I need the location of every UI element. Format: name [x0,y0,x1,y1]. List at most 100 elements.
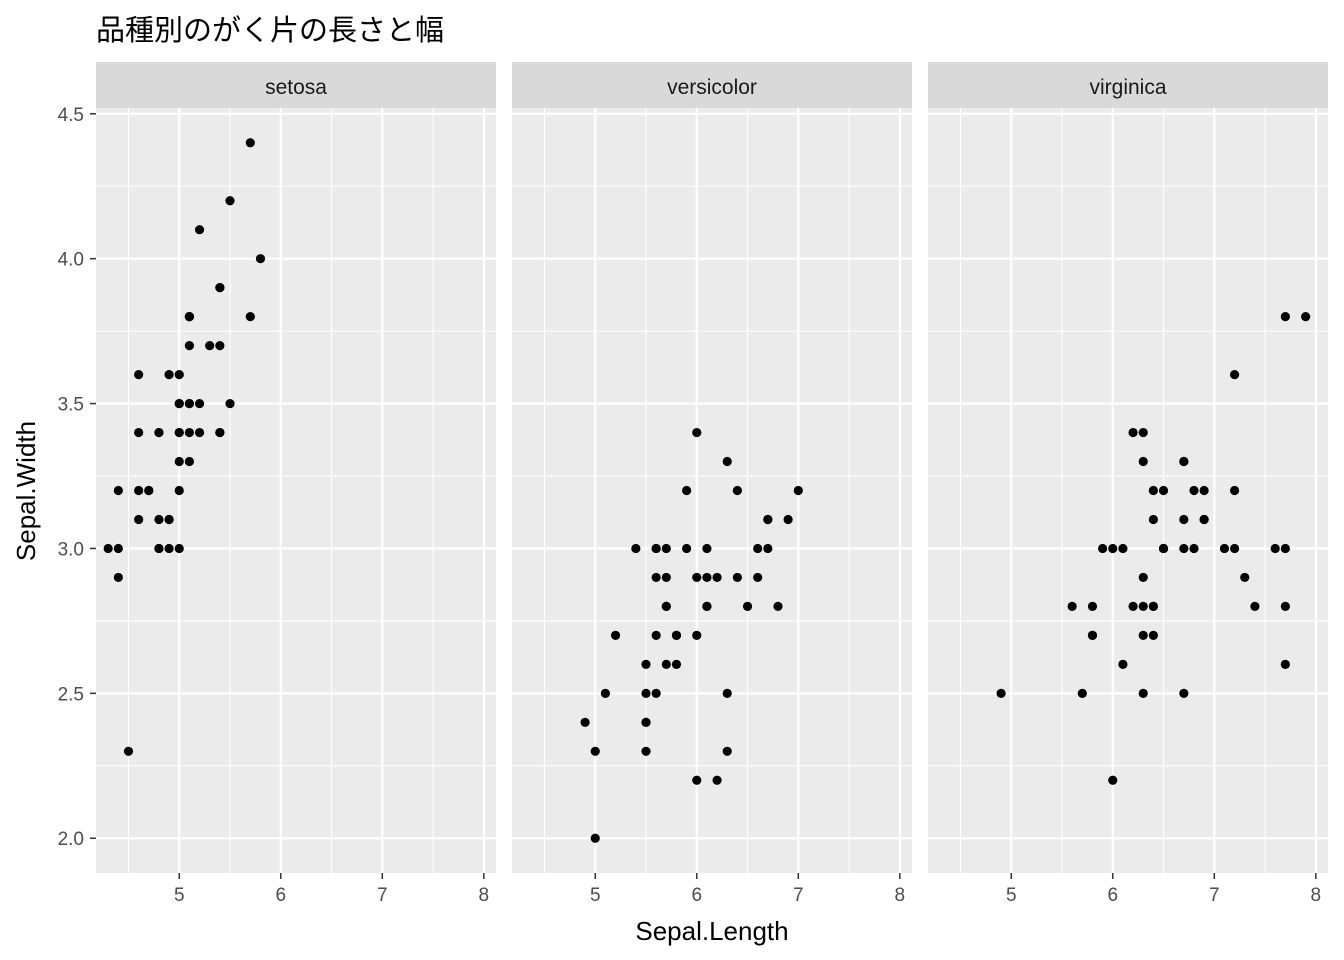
data-point [641,717,651,727]
data-point [1280,543,1290,554]
data-point [1138,601,1148,612]
data-point [742,601,753,612]
data-point [722,688,732,698]
data-point [144,485,154,496]
data-point [1138,688,1148,698]
data-point [174,369,184,380]
data-point [671,630,682,640]
x-tick-label: 5 [174,885,185,906]
facet-strip [96,62,496,108]
data-point [682,485,692,496]
data-point [245,312,255,322]
facet-strip-label: virginica [1089,76,1166,99]
x-tick-label: 6 [275,885,286,906]
data-point [1280,312,1290,322]
chart-title: 品種別のがく片の長さと幅 [96,13,444,47]
data-point [113,572,123,583]
x-axis-title: Sepal.Length [635,916,788,946]
data-point [1128,601,1138,612]
data-point [692,427,702,438]
data-point [702,601,712,612]
data-point [174,398,184,409]
y-tick-label: 2.5 [58,684,84,705]
x-tick-label: 8 [479,885,490,906]
data-point [651,543,661,554]
data-point [753,543,763,554]
data-point [702,572,712,583]
data-point [134,427,144,438]
data-point [1118,543,1128,554]
x-tick-label: 5 [1006,885,1017,906]
x-tick-label: 8 [895,885,906,906]
data-point [225,196,235,206]
data-point [164,369,174,380]
data-point [1087,630,1098,640]
data-point [661,601,671,612]
data-point [1229,485,1240,496]
data-point [651,688,661,698]
facet-strip-label: setosa [265,76,327,99]
data-point [154,427,164,438]
data-point [154,543,164,554]
data-point [1219,543,1230,554]
y-axis-title: Sepal.Width [11,421,41,561]
x-tick-label: 6 [691,885,702,906]
data-point [1118,659,1128,669]
data-point [194,398,205,409]
data-point [661,572,671,583]
facet-strip [512,62,912,108]
panel-background [512,108,912,873]
data-point [1148,601,1158,612]
data-point [194,225,205,235]
data-point [600,688,611,698]
data-point [641,659,651,669]
data-point [184,427,195,438]
facet-strip [928,62,1328,108]
data-point [1229,543,1240,554]
data-point [184,341,195,351]
data-point [225,398,235,409]
data-point [1280,659,1290,669]
data-point [164,514,174,525]
data-point [641,688,651,698]
y-tick-label: 4.5 [58,105,84,126]
x-tick-label: 7 [1209,885,1220,906]
data-point [1189,543,1199,554]
panel-background [96,108,496,873]
data-point [1179,456,1189,467]
data-point [184,312,195,322]
data-point [1148,630,1158,640]
data-point [712,572,722,583]
data-point [692,630,702,640]
data-point [1138,630,1148,640]
data-point [255,254,266,264]
data-point [1148,485,1158,496]
data-point [1199,485,1209,496]
data-point [205,341,215,351]
x-tick-label: 7 [793,885,804,906]
data-point [1270,543,1280,554]
facet-panel-versicolor: versicolor 5 6 7 8 [512,62,912,906]
data-point [164,543,174,554]
data-point [134,485,144,496]
data-point [1189,485,1199,496]
data-point [1179,543,1189,554]
data-point [134,369,144,380]
data-point [590,746,600,756]
data-point [631,543,641,554]
data-point [641,746,651,756]
y-tick-label: 3.0 [58,539,84,560]
data-point [1138,572,1148,583]
data-point [1138,456,1148,467]
data-point [1148,514,1158,525]
data-point [661,543,671,554]
y-tick-label: 4.0 [58,250,84,271]
data-point [763,514,773,525]
data-point [671,659,682,669]
data-point [1077,688,1087,698]
data-point [113,485,123,496]
data-point [1158,543,1169,554]
data-point [712,775,722,785]
x-tick-label: 8 [1311,885,1322,906]
